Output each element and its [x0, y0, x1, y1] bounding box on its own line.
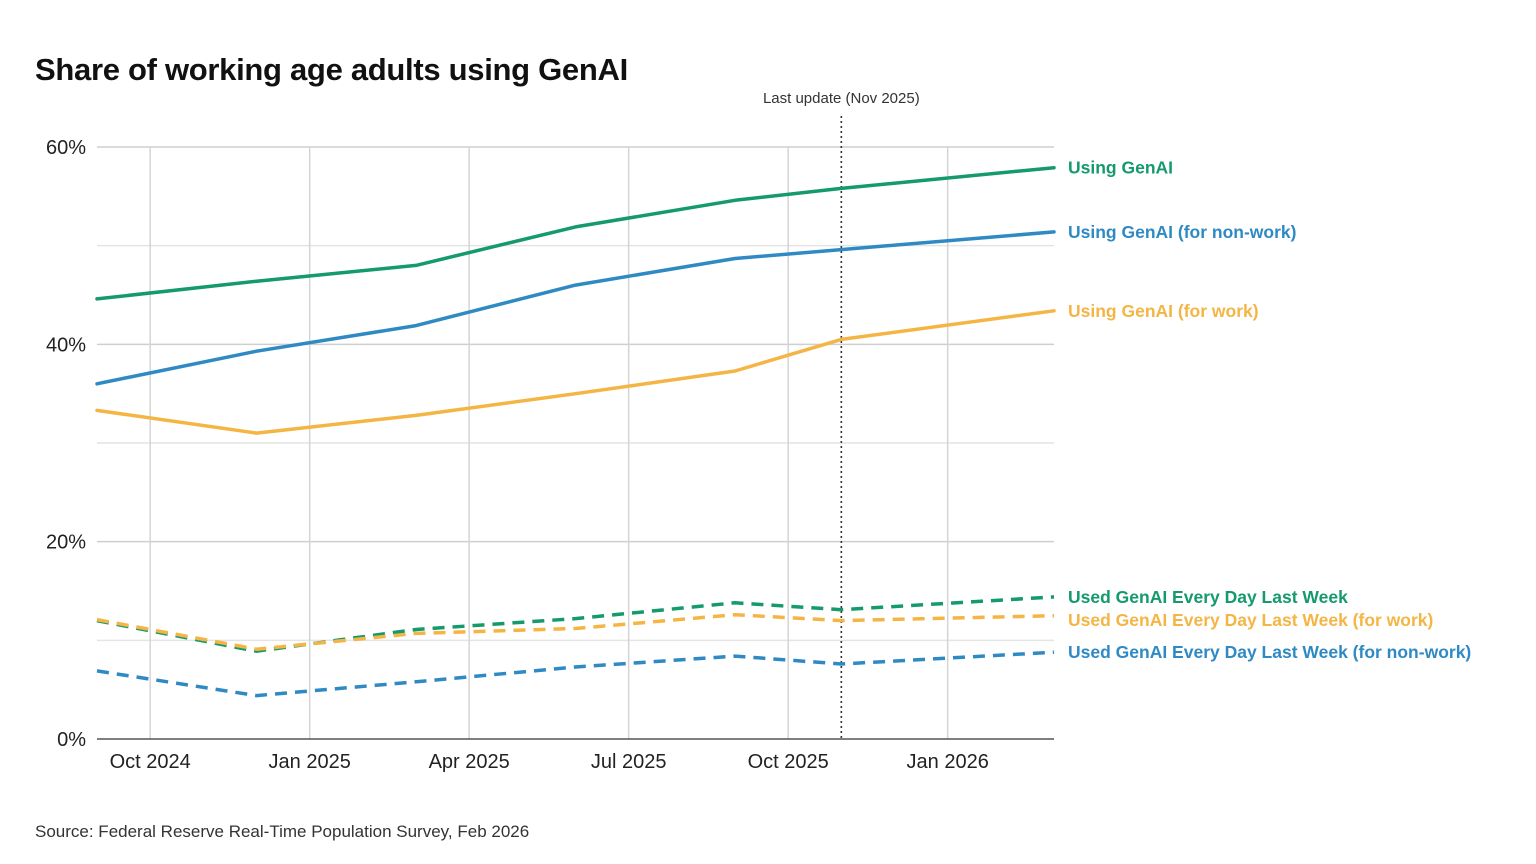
grid-lines: [97, 146, 1054, 739]
chart-title: Share of working age adults using GenAI: [35, 52, 628, 87]
y-tick-label: 0%: [57, 729, 86, 751]
x-tick-label: Jul 2025: [591, 751, 667, 773]
last-update-annotation: Last update (Nov 2025): [763, 90, 920, 739]
x-tick-label: Jan 2025: [269, 751, 351, 773]
series-label: Using GenAI (for work): [1068, 301, 1259, 321]
series-line: [95, 165, 1056, 301]
series-labels: Using GenAI Using GenAI (for non-work) Usi…: [1068, 158, 1471, 662]
series-line: [95, 309, 1056, 435]
series-lines: [95, 165, 1056, 698]
x-tick-label: Oct 2025: [748, 751, 829, 773]
y-tick-label: 20%: [46, 532, 86, 554]
x-tick-label: Oct 2024: [110, 751, 191, 773]
y-tick-label: 40%: [46, 334, 86, 356]
x-tick-label: Jan 2026: [907, 751, 989, 773]
series-line: [96, 595, 1055, 653]
series-line: [96, 612, 1055, 651]
series-line: [95, 230, 1056, 386]
source-note: Source: Federal Reserve Real-Time Popula…: [35, 822, 530, 841]
series-line: [96, 650, 1055, 698]
last-update-label: Last update (Nov 2025): [763, 90, 920, 107]
series-label: Using GenAI: [1068, 158, 1173, 178]
y-tick-label: 60%: [46, 137, 86, 159]
x-tick-label: Apr 2025: [429, 751, 510, 773]
series-label: Used GenAI Every Day Last Week (for work…: [1068, 610, 1433, 630]
series-label: Using GenAI (for non-work): [1068, 222, 1296, 242]
series-label: Used GenAI Every Day Last Week (for non-…: [1068, 642, 1471, 662]
series-label: Used GenAI Every Day Last Week: [1068, 587, 1348, 607]
axes: 0% 20% 40% 60% Oct 2024 Jan 2025 Apr 2025 Jul 2…: [46, 137, 1054, 773]
